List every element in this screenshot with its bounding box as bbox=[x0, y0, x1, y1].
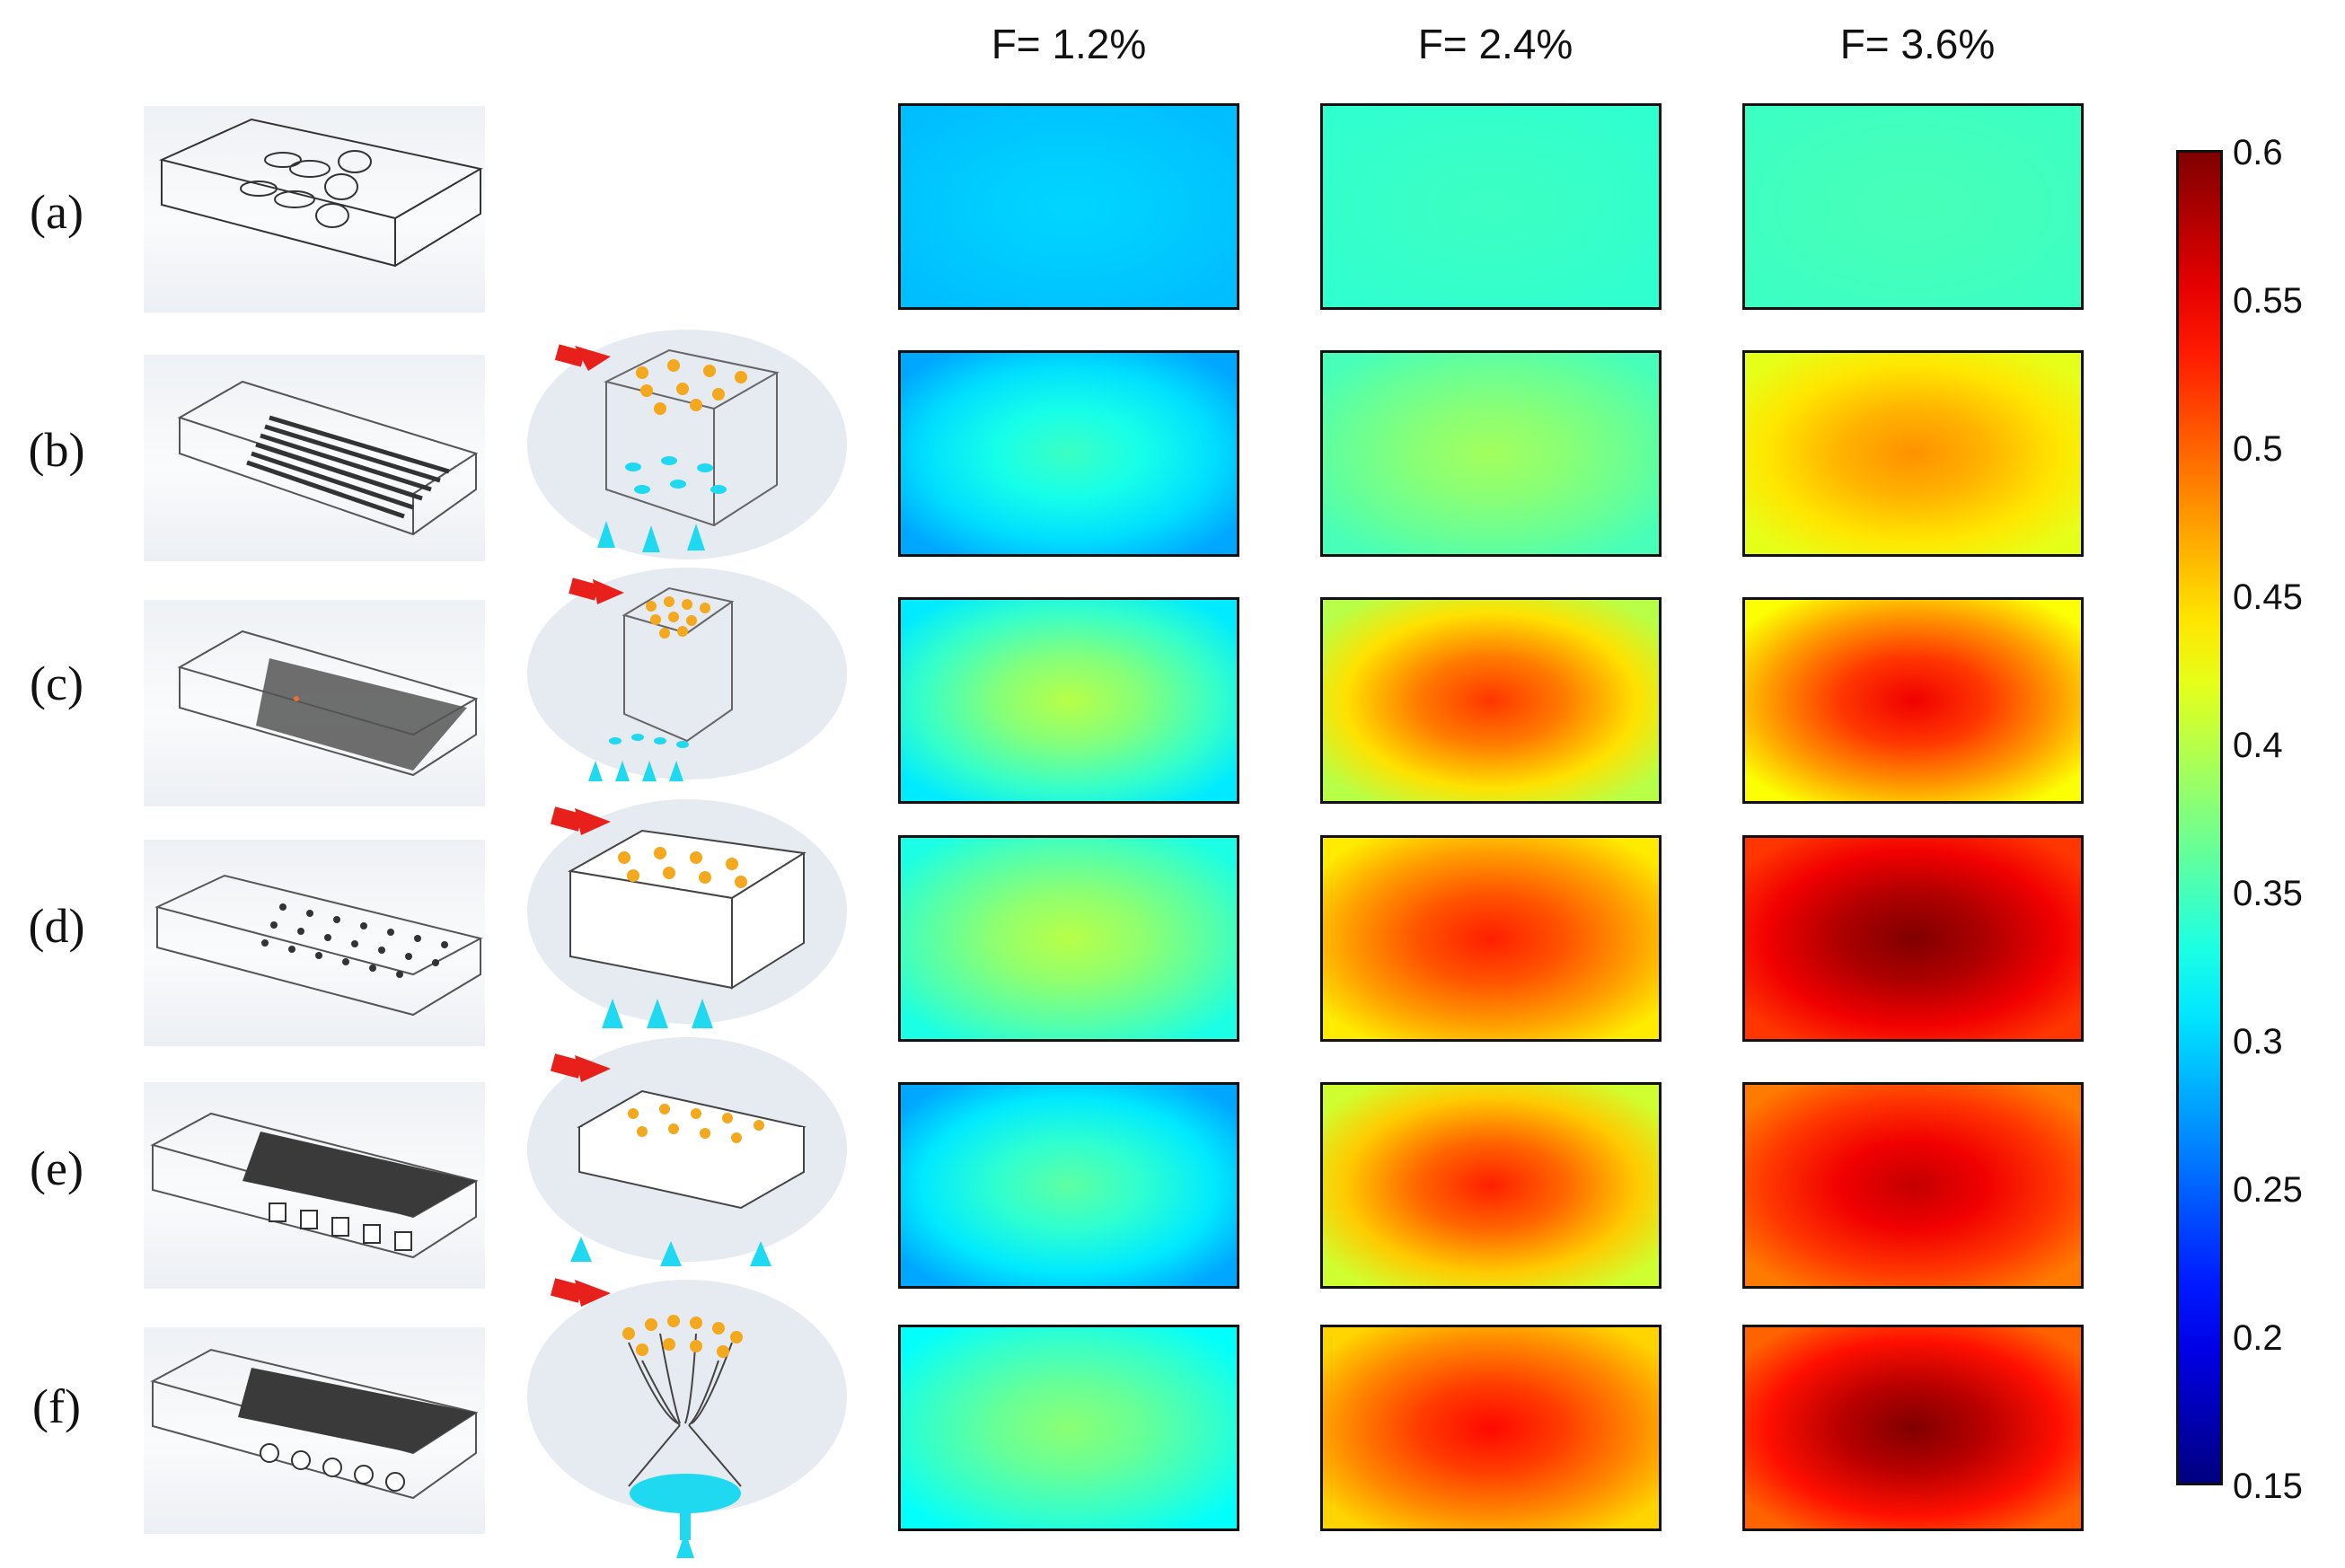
colorbar-tick: 0.6 bbox=[2233, 133, 2283, 172]
column-header-2: F= 2.4% bbox=[1417, 21, 1574, 67]
colorbar-tick: 0.4 bbox=[2233, 726, 2283, 765]
heatmap-field bbox=[901, 106, 1237, 307]
colorbar-tick: 0.55 bbox=[2233, 281, 2303, 321]
heatmap-field bbox=[901, 600, 1237, 801]
heatmap-b-f24 bbox=[1320, 350, 1662, 557]
heatmap-field bbox=[901, 1327, 1237, 1528]
unit-cell-sketch-b bbox=[525, 319, 849, 559]
colorbar-tick: 0.5 bbox=[2233, 429, 2283, 469]
model-render-e bbox=[144, 1082, 485, 1289]
heatmap-d-f24 bbox=[1320, 835, 1662, 1042]
heatmap-field bbox=[1745, 600, 2081, 801]
colorbar-tick: 0.25 bbox=[2233, 1170, 2303, 1210]
colorbar-tick: 0.45 bbox=[2233, 577, 2303, 617]
heatmap-field bbox=[901, 1085, 1237, 1286]
row-label-d: (d) bbox=[28, 899, 85, 953]
model-render-b bbox=[144, 355, 485, 561]
colorbar bbox=[2176, 150, 2223, 1485]
colorbar-tick: 0.2 bbox=[2233, 1318, 2283, 1358]
row-label-e: (e) bbox=[30, 1141, 84, 1195]
colorbar-tick: 0.35 bbox=[2233, 874, 2303, 913]
heatmap-field bbox=[1745, 353, 2081, 554]
heatmap-field bbox=[1323, 353, 1659, 554]
unit-cell-sketch-c bbox=[525, 561, 849, 781]
heatmap-field bbox=[1323, 106, 1659, 307]
unit-cell-sketch-e bbox=[525, 1028, 849, 1266]
heatmap-b-f12 bbox=[898, 350, 1239, 557]
heatmap-field bbox=[1745, 1327, 2081, 1528]
column-header-3: F= 3.6% bbox=[1839, 21, 1996, 67]
heatmap-field bbox=[1323, 1085, 1659, 1286]
colorbar-tick: 0.3 bbox=[2233, 1022, 2283, 1061]
heatmap-a-f12 bbox=[898, 103, 1239, 310]
heatmap-field bbox=[1323, 838, 1659, 1039]
row-label-b: (b) bbox=[28, 423, 85, 477]
model-render-c bbox=[144, 600, 485, 806]
unit-cell-sketch-f bbox=[525, 1262, 849, 1558]
colorbar-tick: 0.15 bbox=[2233, 1467, 2303, 1506]
heatmap-c-f12 bbox=[898, 597, 1239, 804]
heatmap-f-f24 bbox=[1320, 1325, 1662, 1531]
heatmap-d-f36 bbox=[1742, 835, 2084, 1042]
heatmap-d-f12 bbox=[898, 835, 1239, 1042]
heatmap-field bbox=[1745, 838, 2081, 1039]
heatmap-c-f24 bbox=[1320, 597, 1662, 804]
heatmap-e-f24 bbox=[1320, 1082, 1662, 1289]
heatmap-field bbox=[1323, 1327, 1659, 1528]
heatmap-field bbox=[901, 838, 1237, 1039]
heatmap-f-f36 bbox=[1742, 1325, 2084, 1531]
unit-cell-sketch-d bbox=[525, 790, 849, 1028]
heatmap-f-f12 bbox=[898, 1325, 1239, 1531]
model-render-d bbox=[144, 840, 485, 1046]
heatmap-a-f24 bbox=[1320, 103, 1662, 310]
row-label-c: (c) bbox=[30, 656, 84, 710]
model-render-f bbox=[144, 1327, 485, 1534]
heatmap-e-f12 bbox=[898, 1082, 1239, 1289]
model-render-a bbox=[144, 106, 485, 313]
column-header-1: F= 1.2% bbox=[991, 21, 1147, 67]
heatmap-field bbox=[1745, 106, 2081, 307]
heatmap-b-f36 bbox=[1742, 350, 2084, 557]
heatmap-c-f36 bbox=[1742, 597, 2084, 804]
row-label-f: (f) bbox=[32, 1379, 81, 1433]
heatmap-field bbox=[901, 353, 1237, 554]
heatmap-a-f36 bbox=[1742, 103, 2084, 310]
heatmap-e-f36 bbox=[1742, 1082, 2084, 1289]
heatmap-field bbox=[1323, 600, 1659, 801]
heatmap-field bbox=[1745, 1085, 2081, 1286]
row-label-a: (a) bbox=[30, 185, 84, 239]
